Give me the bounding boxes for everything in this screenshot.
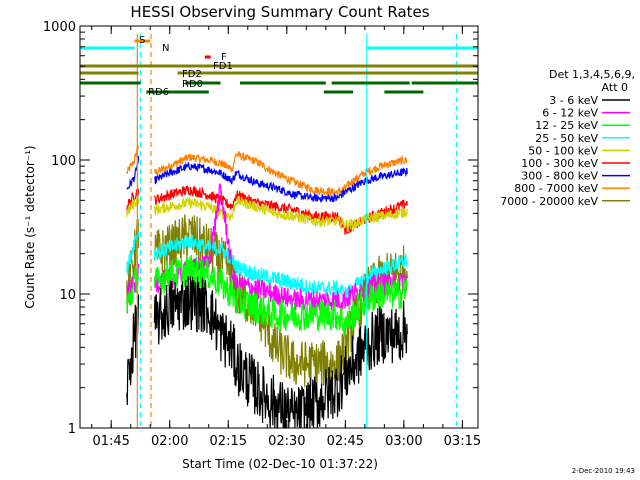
flag-label-FD2: FD2 (182, 69, 202, 80)
legend-label-1: 6 - 12 keV (542, 107, 598, 120)
series-trace-1 (126, 156, 408, 204)
series-trace-5 (126, 231, 408, 302)
legend-label-5: 100 - 300 keV (521, 157, 598, 170)
chart-title: HESSI Observing Summary Count Rates (130, 3, 429, 21)
x-tick-label-3: 02:30 (268, 434, 305, 449)
flag-label-FD1: FD1 (213, 61, 233, 72)
flag-label-F: F (221, 52, 227, 63)
flag-label-RD6: RD6 (148, 87, 169, 98)
y-tick-label-2: 100 (51, 154, 76, 169)
legend-label-0: 3 - 6 keV (549, 94, 598, 107)
flag-label-S: S (139, 35, 145, 46)
legend-label-3: 25 - 50 keV (535, 132, 598, 145)
y-tick-label-3: 1000 (43, 20, 76, 35)
legend-label-2: 12 - 25 keV (535, 119, 598, 132)
series-trace-7 (126, 254, 408, 337)
y-tick-label-0: 1 (68, 422, 76, 437)
x-axis-label: Start Time (02-Dec-10 01:37:22) (182, 457, 378, 471)
legend-label-6: 300 - 800 keV (521, 170, 598, 183)
flag-label-RD0: RD0 (182, 79, 203, 90)
legend-label-8: 7000 - 20000 keV (500, 195, 598, 208)
marker-layer (136, 34, 458, 428)
axis-layer: 01:45 02:00 02:15 02:30 02:45 03:00 03:15 1 10 10… (43, 20, 481, 449)
series-trace-8 (126, 276, 408, 429)
legend-label-4: 50 - 100 keV (528, 144, 598, 157)
series-trace-3 (126, 195, 408, 232)
x-tick-label-6: 03:15 (444, 434, 481, 449)
x-tick-label-1: 02:00 (151, 434, 188, 449)
flag-label-N: N (162, 43, 169, 54)
plot-frame (79, 25, 479, 429)
series-trace-0 (126, 145, 408, 198)
legend-label-7: 800 - 7000 keV (514, 182, 598, 195)
y-axis-label: Count Rate (s⁻¹ detector⁻¹) (23, 145, 37, 308)
y-tick-label-1: 10 (59, 288, 76, 303)
x-tick-label-5: 03:00 (385, 434, 422, 449)
series-layer (126, 145, 408, 429)
x-tick-label-0: 01:45 (92, 434, 129, 449)
x-tick-label-4: 02:45 (327, 434, 364, 449)
timestamp: 2-Dec-2010 19:43 (572, 467, 635, 475)
x-tick-label-2: 02:15 (210, 434, 247, 449)
legend-header-line1: Det 1,3,4,5,6,9, (549, 68, 635, 81)
legend-header-line2: Att 0 (602, 81, 628, 94)
